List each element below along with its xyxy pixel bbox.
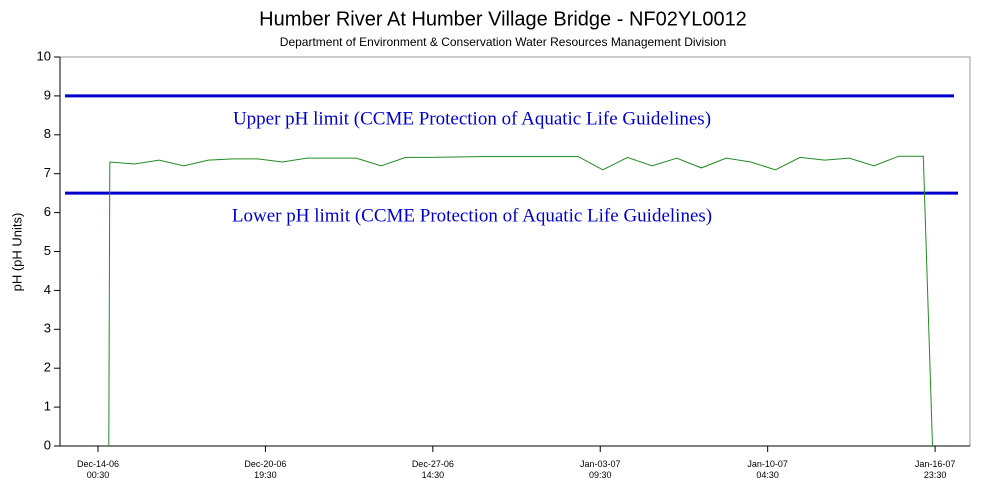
y-tick-label: 3: [44, 321, 51, 336]
data-line: [108, 155, 933, 447]
x-tick-label: Dec-20-06 19:30: [244, 459, 286, 480]
x-tick-label: Dec-27-06 14:30: [412, 459, 454, 480]
reference-label: Upper pH limit (CCME Protection of Aquat…: [233, 108, 711, 129]
x-tick-label: Jan-03-07 09:30: [580, 459, 621, 480]
chart-title: Humber River At Humber Village Bridge - …: [259, 8, 747, 30]
y-tick-label: 5: [44, 243, 51, 258]
y-tick-label: 0: [44, 437, 51, 452]
y-tick-label: 1: [44, 399, 51, 414]
y-tick-label: 2: [44, 360, 51, 375]
x-tick-label: Jan-10-07 04:30: [747, 459, 788, 480]
y-tick-label: 8: [44, 126, 51, 141]
chart-subtitle: Department of Environment & Conservation…: [280, 35, 726, 49]
x-tick-label: Jan-16-07 23:30: [915, 459, 956, 480]
y-tick-label: 9: [44, 87, 51, 102]
y-tick-label: 4: [44, 282, 51, 297]
y-tick-label: 7: [44, 165, 51, 180]
y-tick-label: 6: [44, 204, 51, 219]
y-axis-label: pH (pH Units): [9, 213, 24, 292]
y-tick-label: 10: [37, 48, 51, 63]
reference-label: Lower pH limit (CCME Protection of Aquat…: [232, 205, 712, 226]
x-tick-label: Dec-14-06 00:30: [77, 459, 119, 480]
